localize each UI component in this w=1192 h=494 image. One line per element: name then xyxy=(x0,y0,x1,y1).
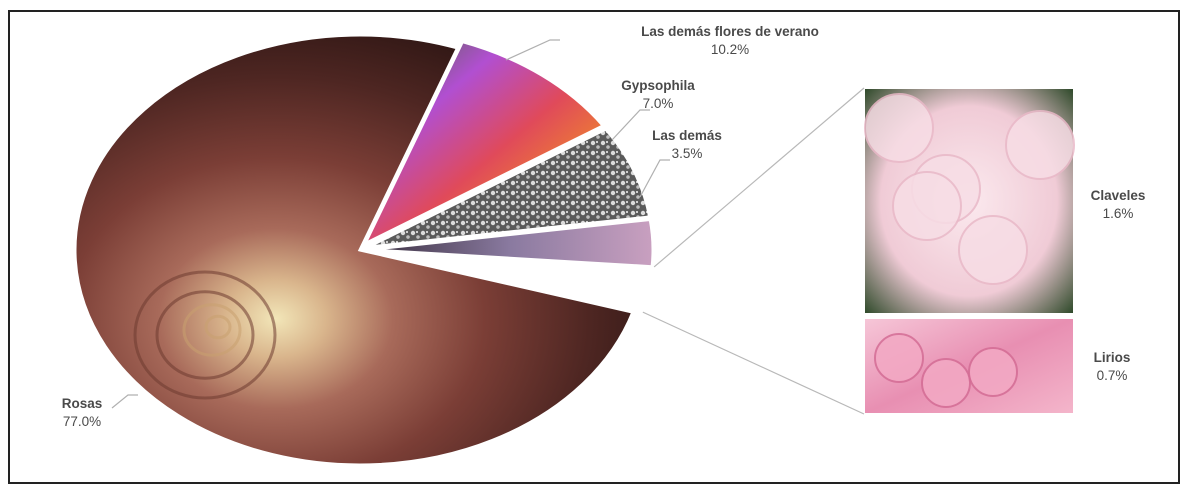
leader-lines xyxy=(111,39,865,415)
flower-blossom xyxy=(921,358,971,408)
slice-labels: Rosas 77.0% Las demás flores de verano 10.2… xyxy=(62,24,1146,429)
leader-line-mixed-flowers xyxy=(639,159,670,198)
pie-slice-gypsophila xyxy=(366,127,652,249)
slice-value-roses: 77.0% xyxy=(63,414,101,429)
slice-label-gypsophila: Gypsophila xyxy=(621,78,695,93)
breakout-connector-line xyxy=(653,87,865,268)
breakout-label-carnations: Claveles xyxy=(1091,188,1146,203)
breakout-connector-line xyxy=(642,311,865,415)
rose-petal-swirl xyxy=(155,290,255,380)
breakout-value-lilies: 0.7% xyxy=(1097,368,1128,383)
slice-label-mixed-flowers: Las demás xyxy=(652,128,722,143)
rose-petal-swirl xyxy=(182,303,242,357)
flower-blossom xyxy=(1005,110,1075,180)
slice-value-summer-flowers: 10.2% xyxy=(711,42,749,57)
leader-line-roses xyxy=(111,394,138,409)
leader-line-gypsophila xyxy=(611,109,650,141)
rose-petal-swirl xyxy=(133,270,277,400)
slice-value-gypsophila: 7.0% xyxy=(643,96,674,111)
pie-slices xyxy=(73,33,655,467)
pie-slice-roses xyxy=(73,33,635,467)
flower-blossom xyxy=(892,171,962,241)
breakout-label-lilies: Lirios xyxy=(1094,350,1131,365)
flower-blossom xyxy=(874,333,924,383)
slice-label-roses: Rosas xyxy=(62,396,103,411)
breakout-panels xyxy=(863,87,1075,415)
pie-slice-summer-flowers xyxy=(361,39,606,248)
leader-line-summer-flowers xyxy=(505,39,560,61)
pie-slice-mixed-flowers xyxy=(367,217,655,269)
flower-blossom xyxy=(968,347,1018,397)
slice-label-summer-flowers: Las demás flores de verano xyxy=(641,24,819,39)
breakout-value-carnations: 1.6% xyxy=(1103,206,1134,221)
slice-value-mixed-flowers: 3.5% xyxy=(672,146,703,161)
rose-petal-swirl xyxy=(204,314,232,340)
flower-blossom xyxy=(864,93,934,163)
flower-blossom xyxy=(958,215,1028,285)
